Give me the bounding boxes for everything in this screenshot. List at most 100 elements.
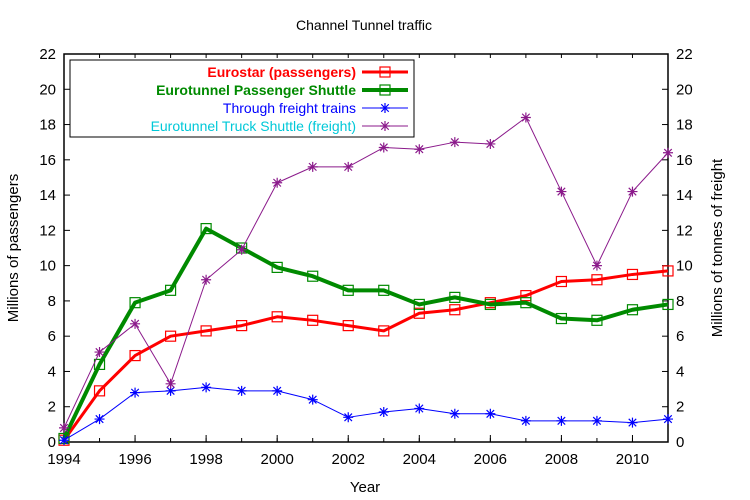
freight-trains-point	[343, 412, 354, 423]
freight-trains-point	[307, 394, 318, 405]
freight-trains-point	[94, 414, 105, 425]
eurostar-legend-label: Eurostar (passengers)	[207, 64, 356, 80]
left-tick-label: 0	[48, 434, 56, 451]
x-tick-label: 2002	[332, 451, 365, 468]
right-tick-label: 14	[676, 187, 693, 204]
x-tick-label: 2000	[260, 451, 293, 468]
truck-shuttle-point	[201, 274, 212, 285]
passenger-shuttle-point	[520, 297, 532, 309]
legend-box	[69, 59, 415, 138]
truck-shuttle-point	[520, 112, 531, 123]
passenger-shuttle-point	[378, 284, 390, 296]
freight-trains-point	[520, 415, 531, 426]
left-axis-ticks: 0 2 4 6 8 10 12 14 16 18 20 22	[39, 46, 70, 451]
freight-trains-point	[236, 385, 247, 396]
eurostar-point	[307, 314, 319, 326]
eurostar-point	[200, 325, 212, 337]
truck-shuttle-point	[236, 244, 247, 255]
freight-trains-point	[556, 415, 567, 426]
eurostar-point	[662, 265, 674, 277]
eurostar-point	[413, 307, 425, 319]
freight-trains-point	[627, 417, 638, 428]
truck-shuttle-series	[59, 112, 673, 433]
passenger-shuttle-legend-point	[379, 84, 391, 96]
left-tick-label: 16	[39, 152, 56, 169]
right-tick-label: 8	[676, 293, 684, 310]
passenger-shuttle-point	[591, 314, 603, 326]
right-tick-label: 6	[676, 328, 684, 345]
freight-trains-point	[272, 385, 283, 396]
passenger-shuttle-point	[662, 298, 674, 311]
eurostar-point	[271, 311, 283, 323]
freight-trains-point	[201, 382, 212, 393]
freight-trains-line	[63, 386, 669, 441]
eurostar-line	[62, 269, 669, 442]
freight-trains-point	[165, 385, 176, 396]
eurostar-point	[520, 290, 532, 302]
y-axis-title-left: Millions of passengers	[5, 174, 22, 322]
passenger-shuttle-point	[164, 284, 177, 296]
passenger-shuttle-point	[342, 284, 354, 296]
passenger-shuttle-point	[129, 297, 141, 309]
passenger-shuttle-line	[62, 226, 669, 440]
passenger-shuttle-point	[271, 261, 283, 273]
eurostar-legend-point	[379, 66, 391, 78]
truck-shuttle-point	[627, 186, 638, 197]
truck-shuttle-point	[414, 144, 425, 155]
left-tick-label: 6	[48, 328, 56, 345]
chart-title: Channel Tunnel traffic	[296, 17, 432, 33]
x-tick-label: 2008	[545, 451, 578, 468]
truck-shuttle-point	[663, 147, 673, 158]
truck-shuttle-point	[556, 186, 567, 197]
freight-trains-legend-point	[380, 103, 390, 113]
eurostar-point	[449, 304, 461, 316]
x-tick-label: 2010	[616, 451, 649, 468]
left-tick-label: 8	[48, 293, 56, 310]
left-tick-label: 14	[39, 187, 56, 204]
left-tick-label: 2	[48, 399, 56, 416]
freight-trains-series	[59, 382, 673, 446]
x-tick-label: 2006	[474, 451, 507, 468]
freight-trains-point	[59, 435, 69, 446]
passenger-shuttle-point	[484, 298, 496, 311]
right-tick-label: 10	[676, 258, 693, 275]
left-tick-label: 22	[39, 46, 56, 63]
freight-trains-point	[414, 403, 425, 414]
right-tick-label: 2	[676, 399, 684, 416]
right-tick-label: 22	[676, 46, 693, 63]
passenger-shuttle-point	[93, 358, 106, 370]
plot-frame	[63, 53, 669, 443]
eurostar-series	[58, 265, 674, 446]
right-tick-label: 16	[676, 152, 693, 169]
eurostar-point	[129, 349, 141, 362]
passenger-shuttle-point	[413, 298, 425, 311]
eurostar-point	[626, 268, 639, 281]
truck-shuttle-point	[343, 161, 354, 172]
legend: Eurostar (passengers) Eurotunnel Passenge…	[69, 59, 415, 138]
truck-shuttle-legend-point	[380, 121, 390, 131]
truck-shuttle-point	[591, 260, 602, 271]
right-tick-label: 4	[676, 363, 684, 380]
freight-trains-point	[130, 387, 141, 398]
passenger-shuttle-point	[200, 223, 212, 235]
truck-shuttle-point	[307, 161, 318, 172]
left-tick-label: 4	[48, 363, 56, 380]
eurostar-point	[164, 330, 177, 342]
passenger-shuttle-point	[449, 291, 461, 303]
truck-shuttle-point	[165, 378, 176, 389]
right-tick-label: 0	[676, 434, 684, 451]
freight-trains-legend-label: Through freight trains	[223, 100, 356, 116]
passenger-shuttle-legend-label: Eurotunnel Passenger Shuttle	[156, 82, 356, 98]
truck-shuttle-point	[94, 347, 105, 358]
freight-trains-point	[663, 414, 673, 425]
left-tick-label: 10	[39, 258, 56, 275]
series-layer	[58, 112, 674, 446]
x-tick-label: 2004	[403, 451, 436, 468]
eurostar-point	[591, 274, 603, 286]
x-tick-label: 1998	[189, 451, 222, 468]
left-tick-label: 12	[39, 222, 56, 239]
freight-trains-point	[378, 407, 389, 418]
freight-trains-point	[449, 408, 460, 419]
freight-trains-point	[485, 408, 496, 419]
